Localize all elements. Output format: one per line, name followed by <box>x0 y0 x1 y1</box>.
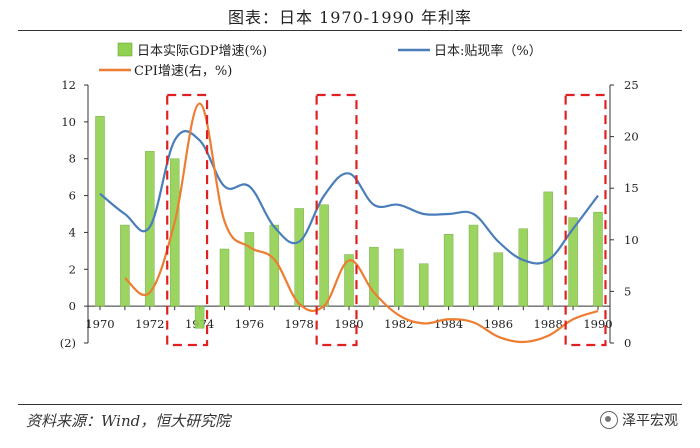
gdp-bar <box>319 204 329 307</box>
gdp-bar <box>593 211 603 307</box>
gdp-bar <box>344 254 354 307</box>
left-tick-label: 12 <box>61 78 76 92</box>
gdp-bar <box>369 246 379 307</box>
gdp-bar <box>194 305 205 329</box>
right-tick-label: 10 <box>624 233 639 247</box>
left-tick-label: 4 <box>69 225 76 239</box>
x-tick-label: 1986 <box>484 317 513 331</box>
right-tick-label: 20 <box>624 130 639 144</box>
series-lines <box>99 102 599 344</box>
right-tick-label: 5 <box>624 284 631 298</box>
gdp-bar <box>219 248 230 307</box>
highlight-box <box>166 93 209 347</box>
legend-item-discount: 日本:贴现率（%） <box>398 43 542 59</box>
gdp-bar <box>394 248 404 307</box>
left-tick-label: 2 <box>69 262 76 276</box>
gdp-bar <box>418 263 429 307</box>
x-tick-label: 1970 <box>85 317 114 331</box>
gdp-bar <box>568 217 578 307</box>
right-tick-label: 0 <box>624 336 631 350</box>
x-tick-label: 1976 <box>235 317 264 331</box>
left-tick-label: 8 <box>69 152 76 166</box>
x-tick-label: 1972 <box>135 317 164 331</box>
legend-discount-label: 日本:贴现率（%） <box>434 43 542 59</box>
highlight-boxes <box>166 93 607 347</box>
left-tick-label: 10 <box>61 115 76 129</box>
brand-label: 泽平宏观 <box>622 413 678 429</box>
footer-rule <box>18 404 682 405</box>
gdp-bar <box>518 228 529 307</box>
left-tick-label: (2) <box>60 336 76 350</box>
right-tick-label: 15 <box>624 181 639 195</box>
legend-item-gdp: 日本实际GDP增速(%) <box>117 42 267 59</box>
x-tick-label: 1978 <box>285 317 314 331</box>
x-tick-label: 1990 <box>583 317 612 331</box>
legend: 日本实际GDP增速(%) 日本:贴现率（%） CPI增速(右，%) <box>99 42 542 79</box>
legend-gdp-swatch <box>117 42 133 57</box>
left-tick-label: 6 <box>69 189 76 203</box>
legend-item-cpi: CPI增速(右，%) <box>99 64 232 79</box>
wechat-icon <box>600 411 618 429</box>
x-tick-label: 1988 <box>534 317 563 331</box>
gdp-bar <box>244 232 255 307</box>
cpi-line <box>124 102 599 344</box>
gdp-bar <box>468 224 479 307</box>
x-tick-label: 1980 <box>334 317 363 331</box>
discount-rate-line <box>99 130 599 265</box>
gdp-bar <box>169 158 180 307</box>
brand: 泽平宏观 <box>600 410 678 430</box>
gdp-bar <box>95 116 105 307</box>
legend-gdp-label: 日本实际GDP增速(%) <box>137 44 267 59</box>
chart-title: 图表：日本 1970-1990 年利率 <box>227 8 473 27</box>
gdp-bar <box>294 208 304 307</box>
right-tick-label: 25 <box>624 78 639 92</box>
gdp-bar <box>493 252 504 307</box>
highlight-box <box>315 93 358 347</box>
legend-cpi-label: CPI增速(右，%) <box>134 64 232 79</box>
gdp-bar <box>120 224 130 307</box>
gdp-bar <box>443 234 454 307</box>
left-tick-label: 0 <box>69 299 76 313</box>
source-note: 资料来源：Wind，恒大研究院 <box>26 412 231 430</box>
highlight-box <box>564 93 607 347</box>
title-rule <box>18 30 682 31</box>
x-tick-label: 1982 <box>384 317 413 331</box>
gdp-bar <box>543 191 553 307</box>
